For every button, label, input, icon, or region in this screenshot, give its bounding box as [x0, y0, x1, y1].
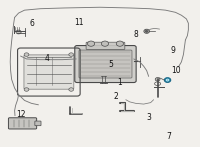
Text: 11: 11 — [74, 18, 84, 27]
Circle shape — [144, 29, 149, 33]
Circle shape — [164, 78, 171, 82]
Circle shape — [101, 41, 109, 46]
Text: 5: 5 — [108, 60, 113, 69]
Circle shape — [24, 53, 29, 56]
FancyBboxPatch shape — [35, 121, 41, 126]
Circle shape — [16, 30, 21, 34]
FancyBboxPatch shape — [8, 118, 37, 129]
Text: 7: 7 — [166, 132, 171, 141]
Text: 9: 9 — [170, 46, 175, 55]
FancyBboxPatch shape — [75, 46, 136, 82]
FancyBboxPatch shape — [24, 55, 74, 89]
Circle shape — [116, 41, 123, 46]
FancyBboxPatch shape — [86, 42, 125, 50]
Text: 3: 3 — [146, 113, 151, 122]
Text: 4: 4 — [45, 54, 50, 64]
Circle shape — [24, 88, 29, 91]
Text: 1: 1 — [117, 78, 122, 87]
Circle shape — [69, 53, 74, 56]
FancyBboxPatch shape — [79, 50, 132, 78]
Text: 12: 12 — [16, 110, 25, 119]
Circle shape — [166, 79, 169, 81]
Circle shape — [145, 30, 148, 32]
Text: 8: 8 — [133, 30, 138, 39]
Text: 6: 6 — [29, 20, 34, 29]
Text: 10: 10 — [172, 66, 181, 75]
Circle shape — [155, 78, 160, 81]
Text: 2: 2 — [114, 92, 118, 101]
Circle shape — [69, 88, 74, 91]
Circle shape — [87, 41, 95, 46]
